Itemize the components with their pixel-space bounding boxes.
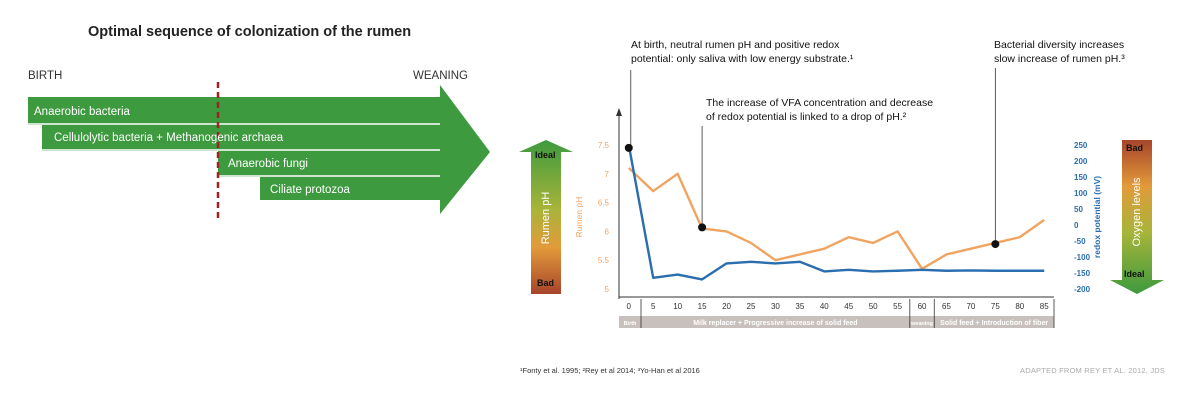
right-tick-label-1: 200 [1074,157,1088,166]
marker-0 [624,143,633,152]
x-tick-label-17: 85 [1040,302,1049,311]
credit: ADAPTED FROM REY ET AL. 2012, JDS [1020,366,1166,375]
y-axis-arrow [616,108,622,116]
phase-label-2: weaning [910,321,933,327]
x-tick-label-4: 20 [722,302,731,311]
footnote: ¹Fonty et al. 1995; ²Rey et al 2014; ³Yo… [520,366,700,375]
bar-label-fungi: Anaerobic fungi [228,158,308,170]
right-axis-label: redox potential (mV) [1092,176,1102,258]
right-tick-label-7: -100 [1074,253,1091,262]
right-tick-label-3: 100 [1074,189,1088,198]
x-tick-label-10: 50 [869,302,878,311]
x-tick-label-8: 40 [820,302,829,311]
x-tick-label-11: 55 [893,302,902,311]
annotation-vfa-line-1: The increase of VFA concentration and de… [706,97,934,109]
marker-1 [698,223,707,232]
phase-band [619,316,1054,328]
x-tick-label-1: 5 [651,302,656,311]
series-line-0 [627,167,1045,271]
right-tick-label-4: 50 [1074,205,1083,214]
x-tick-label-13: 65 [942,302,951,311]
bar-label-protozoa: Ciliate protozoa [270,184,350,196]
phase-label-3: Solid feed + Introduction of fiber [940,320,1048,327]
annotation-vfa-line-2: of redox potential is linked to a drop o… [706,111,907,123]
x-tick-label-15: 75 [991,302,1000,311]
left-tick-label-0: 5 [605,285,610,294]
annotation-vfa: The increase of VFA concentration and de… [706,96,933,124]
bar-label-anaerobic-bacteria: Anaerobic bacteria [34,106,130,118]
left-tick-label-2: 6 [605,227,610,236]
x-tick-label-14: 70 [966,302,975,311]
annotation-birth: At birth, neutral rumen pH and positive … [631,38,853,66]
right-tick-label-8: -150 [1074,269,1091,278]
phase-label-0: Birth [624,321,637,327]
annotation-diversity: Bacterial diversity increases slow incre… [994,38,1125,66]
left-tick-label-4: 7 [605,170,610,179]
oxygen-scale-bottom: Ideal [1124,269,1145,279]
ph-scale-bottom: Bad [537,278,555,288]
series-line-1 [627,144,1045,281]
annotation-birth-line-2: potential: only saliva with low energy s… [631,53,854,65]
right-tick-label-2: 150 [1074,173,1088,182]
x-tick-label-3: 15 [698,302,707,311]
left-axis-label: Rumen pH [574,197,584,238]
colonization-arrow [28,82,490,218]
phase-label-1: Milk replacer + Progressive increase of … [693,320,857,327]
x-tick-label-0: 0 [627,302,632,311]
weaning-label: WEANING [413,70,468,82]
left-tick-label-3: 6.5 [598,199,610,208]
left-panel-title: Optimal sequence of colonization of the … [88,24,412,40]
rumen-ph-scale [519,140,573,294]
birth-label: BIRTH [28,70,63,82]
left-tick-label-1: 5.5 [598,256,610,265]
right-tick-label-5: 0 [1074,221,1079,230]
annotation-birth-line-1: At birth, neutral rumen pH and positive … [631,39,840,51]
x-tick-label-12: 60 [918,302,927,311]
oxygen-scale [1110,140,1164,294]
x-tick-label-6: 30 [771,302,780,311]
oxygen-scale-top: Bad [1126,143,1144,153]
x-tick-label-9: 45 [844,302,853,311]
marker-2 [991,240,1000,249]
annotation-diversity-line-1: Bacterial diversity increases [994,39,1125,51]
stagger-mask-4 [28,177,260,200]
x-tick-label-2: 10 [673,302,682,311]
bar-label-cellulolytic: Cellulolytic bacteria + Methanogenic arc… [54,132,284,144]
x-tick-label-5: 25 [747,302,756,311]
right-tick-label-0: 250 [1074,141,1088,150]
x-tick-label-7: 35 [795,302,804,311]
annotation-diversity-line-2: slow increase of rumen pH.³ [994,53,1125,65]
right-tick-label-9: -200 [1074,285,1091,294]
ph-scale-top: Ideal [535,150,556,160]
right-tick-label-6: -50 [1074,237,1086,246]
left-tick-label-5: 7.5 [598,141,610,150]
x-tick-label-16: 80 [1015,302,1024,311]
